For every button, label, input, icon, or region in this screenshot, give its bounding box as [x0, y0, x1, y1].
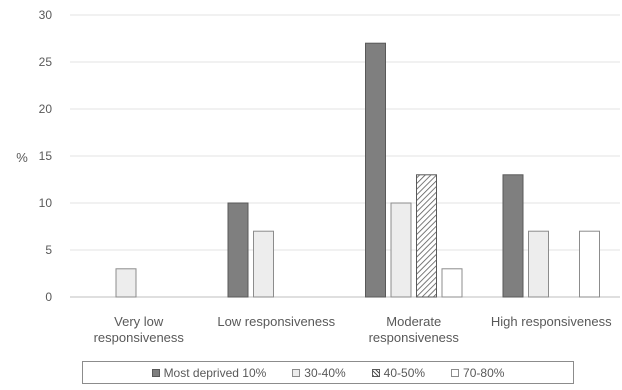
y-tick-label: 0 — [45, 290, 52, 304]
bar-3-1 — [528, 230, 549, 298]
gridlines — [70, 14, 620, 298]
bar-0-1 — [115, 268, 137, 298]
bar-2-0 — [365, 42, 386, 298]
x-tick-label-line: Very low — [114, 314, 164, 329]
y-axis: 0 5 10 15 20 25 30 — [39, 8, 53, 304]
bar-1-1 — [253, 230, 274, 298]
y-tick-label: 30 — [39, 8, 53, 22]
legend-swatch — [371, 368, 380, 377]
legend-item: 30-40% — [292, 365, 346, 380]
x-tick-label-line: Low responsiveness — [217, 314, 335, 329]
y-tick-label: 15 — [39, 149, 53, 163]
x-tick-label-line: responsiveness — [369, 330, 460, 345]
bar-1-0 — [227, 202, 249, 298]
legend-label: 40-50% — [383, 365, 426, 380]
legend-item: Most deprived 10% — [151, 365, 267, 380]
x-tick-label-line: Moderate — [386, 314, 441, 329]
legend-item: 40-50% — [371, 365, 426, 380]
legend-label: Most deprived 10% — [163, 365, 267, 380]
bars — [115, 42, 600, 298]
y-tick-label: 5 — [45, 243, 52, 257]
x-tick-label: High responsiveness — [491, 314, 612, 329]
legend-label: 70-80% — [463, 365, 505, 380]
x-tick-label-line: responsiveness — [94, 330, 185, 345]
bar-2-3 — [441, 268, 463, 298]
legend-swatch — [451, 368, 460, 377]
legend-item: 70-80% — [451, 366, 504, 380]
x-tick-label-line: High responsiveness — [491, 314, 612, 329]
bar-2-1 — [390, 202, 412, 298]
y-tick-label: 10 — [39, 196, 53, 210]
y-axis-label: % — [16, 150, 28, 165]
legend-swatch — [292, 368, 301, 377]
legend-swatch — [151, 368, 160, 377]
x-tick-label: Low responsiveness — [217, 314, 335, 329]
bar-3-3 — [579, 230, 600, 298]
y-tick-label: 25 — [39, 55, 53, 69]
legend-label: 30-40% — [304, 365, 346, 380]
x-tick-label: Very low responsiveness — [94, 314, 185, 345]
y-tick-label: 20 — [39, 102, 53, 116]
bar-2-2 — [416, 174, 437, 298]
x-tick-label: Moderate responsiveness — [369, 314, 460, 345]
legend: Most deprived 10% 30-40% 40-50% 70-80% — [82, 361, 574, 384]
bar-3-0 — [502, 174, 524, 298]
